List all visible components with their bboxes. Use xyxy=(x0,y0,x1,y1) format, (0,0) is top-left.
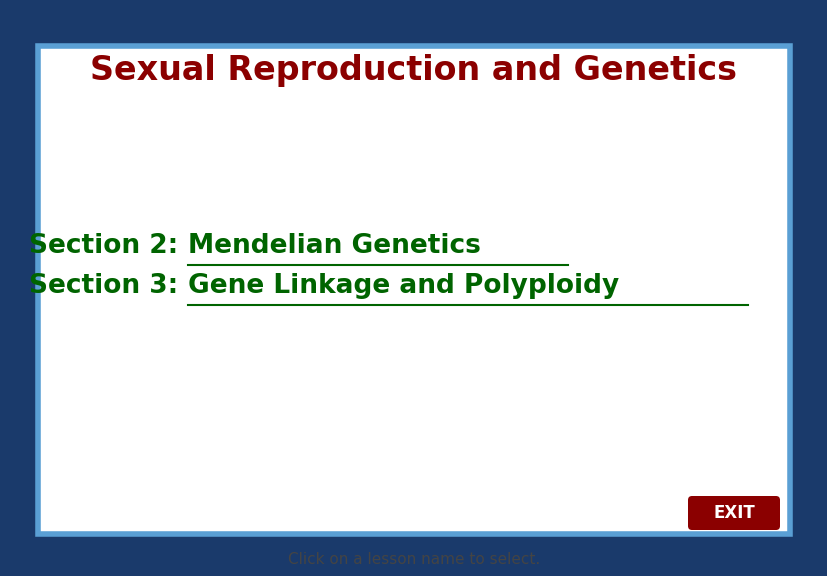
Text: Gene Linkage and Polyploidy: Gene Linkage and Polyploidy xyxy=(188,273,619,299)
Text: EXIT: EXIT xyxy=(712,504,754,522)
Text: Mendelian Genetics: Mendelian Genetics xyxy=(188,233,480,259)
Text: Click on a lesson name to select.: Click on a lesson name to select. xyxy=(288,552,539,567)
Text: Section 2:: Section 2: xyxy=(29,233,178,259)
Text: Sexual Reproduction and Genetics: Sexual Reproduction and Genetics xyxy=(90,55,737,88)
Text: Section 3:: Section 3: xyxy=(29,273,178,299)
FancyBboxPatch shape xyxy=(687,496,779,530)
FancyBboxPatch shape xyxy=(38,46,789,534)
